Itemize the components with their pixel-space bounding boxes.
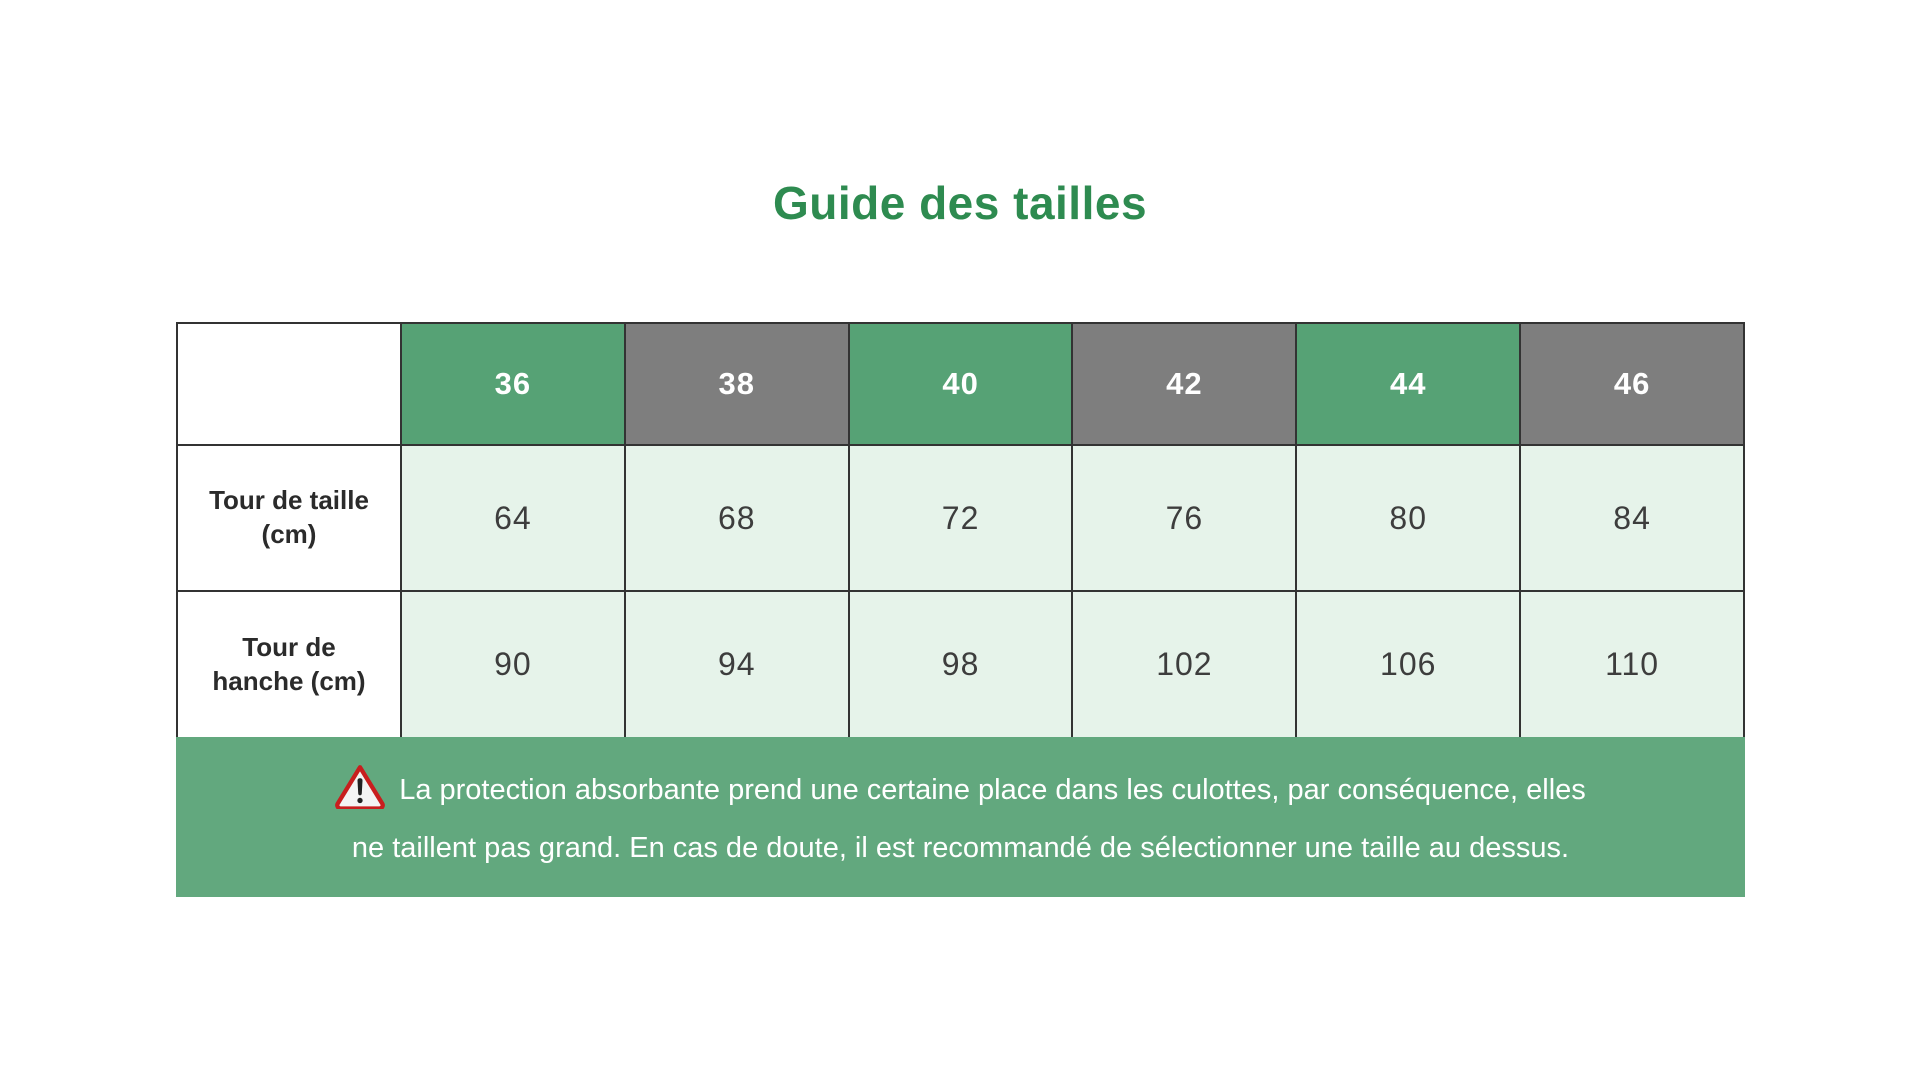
warning-triangle-icon <box>335 763 386 824</box>
size-header-36: 36 <box>400 322 626 446</box>
note-text-line-1: La protection absorbante prend une certa… <box>399 773 1586 806</box>
size-header-44: 44 <box>1295 322 1522 446</box>
page-title: Guide des tailles <box>772 177 1148 229</box>
row-label-hip: Tour de hanche (cm) <box>176 590 402 739</box>
row-label-waist: Tour de taille (cm) <box>176 444 402 592</box>
waist-value-36: 64 <box>400 444 626 592</box>
waist-value-40: 72 <box>847 444 1074 592</box>
size-header-46: 46 <box>1519 322 1745 446</box>
hip-value-40: 98 <box>847 590 1074 739</box>
note-line-1: La protection absorbante prend une certa… <box>335 763 1586 824</box>
row-label-line: Tour de <box>242 631 336 662</box>
waist-value-44: 80 <box>1295 444 1522 592</box>
waist-value-46: 84 <box>1519 444 1745 592</box>
note-line-2: ne taillent pas grand. En cas de doute, … <box>352 824 1569 872</box>
waist-value-42: 76 <box>1071 444 1298 592</box>
table-row-hip: Tour de hanche (cm) 90 94 98 102 106 110 <box>176 590 1745 739</box>
size-header-42: 42 <box>1071 322 1298 446</box>
size-header-40: 40 <box>847 322 1074 446</box>
hip-value-44: 106 <box>1295 590 1522 739</box>
waist-value-38: 68 <box>623 444 850 592</box>
note-text-line-2: ne taillent pas grand. En cas de doute, … <box>351 831 1570 864</box>
hip-value-38: 94 <box>623 590 850 739</box>
size-header-38: 38 <box>623 322 850 446</box>
hip-value-46: 110 <box>1519 590 1745 739</box>
row-label-line: (cm) <box>261 519 317 549</box>
hip-value-36: 90 <box>400 590 626 739</box>
table-header-row: 36 38 40 42 44 46 <box>176 322 1745 446</box>
size-guide-table: 36 38 40 42 44 46 Tour de taille (cm) 64… <box>176 322 1745 739</box>
sizing-note-band: La protection absorbante prend une certa… <box>176 737 1745 897</box>
table-row-waist: Tour de taille (cm) 64 68 72 76 80 84 <box>176 444 1745 592</box>
row-label-line: Tour de taille <box>209 485 369 516</box>
corner-cell <box>176 322 402 446</box>
hip-value-42: 102 <box>1071 590 1298 739</box>
row-label-line: hanche (cm) <box>212 665 366 696</box>
